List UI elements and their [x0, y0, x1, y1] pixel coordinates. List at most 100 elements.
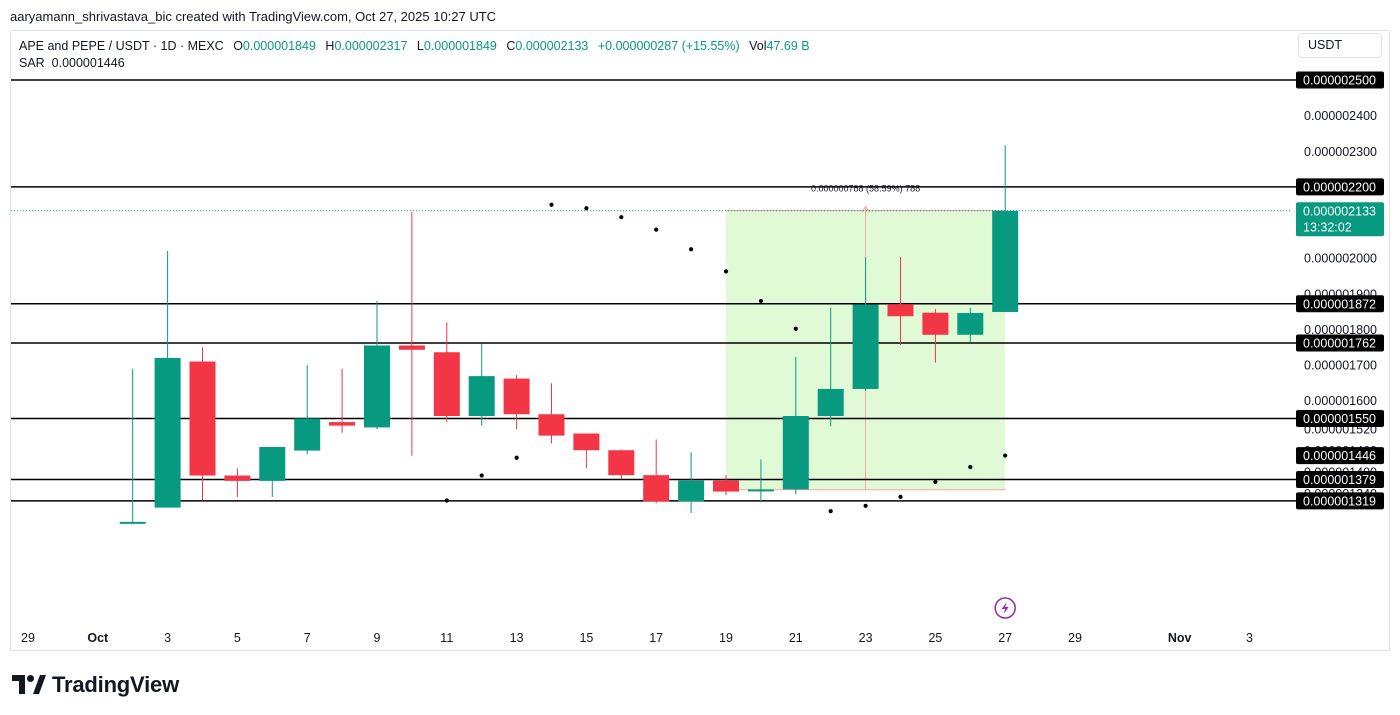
candle-body — [364, 345, 390, 428]
price-tick-label: 0.000001600 — [1304, 394, 1377, 408]
candle[interactable] — [747, 459, 774, 503]
currency-button[interactable]: USDT — [1298, 33, 1382, 58]
open-value: 0.000001849 — [242, 39, 316, 53]
candle-body — [747, 489, 774, 492]
time-tick-label: 25 — [928, 631, 942, 645]
candle[interactable] — [468, 343, 495, 426]
sar-dot — [444, 498, 449, 503]
tradingview-logo-icon — [12, 675, 46, 694]
candle[interactable] — [119, 368, 146, 524]
sar-dot — [619, 215, 624, 220]
level-price-label-bg — [1296, 178, 1384, 196]
lightning-marker-icon[interactable] — [994, 597, 1016, 619]
candle-body — [817, 388, 844, 417]
level-price-label-bg — [1296, 295, 1384, 313]
candle-body — [468, 376, 495, 417]
level-price-label[interactable]: 0.000002500 — [1296, 71, 1384, 89]
low-label: L — [416, 39, 424, 53]
candle-body — [503, 378, 530, 415]
ohlc-row: APE and PEPE / USDT · 1D · MEXC O0.00000… — [19, 38, 810, 55]
level-price-label[interactable]: 0.000001319 — [1296, 492, 1384, 510]
time-tick-label: 19 — [719, 631, 733, 645]
level-price-label-text: 0.000001319 — [1303, 494, 1376, 508]
level-price-label-text: 0.000001872 — [1303, 297, 1376, 311]
candle[interactable] — [922, 309, 949, 363]
sar-value: 0.000001446 — [51, 56, 125, 70]
last-price-label-countdown: 13:32:02 — [1303, 220, 1352, 234]
high-value: 0.000002317 — [334, 39, 408, 53]
candle[interactable] — [224, 468, 251, 497]
time-tick-label: 15 — [579, 631, 593, 645]
level-price-label-bg — [1296, 492, 1384, 510]
candles — [119, 145, 1019, 524]
candle[interactable] — [398, 211, 425, 456]
candle[interactable] — [957, 307, 984, 342]
level-price-label-bg — [1296, 334, 1384, 352]
level-price-label-text: 0.000001379 — [1303, 473, 1376, 487]
candle[interactable] — [608, 449, 635, 480]
level-price-label[interactable]: 0.000002200 — [1296, 178, 1384, 196]
price-tick-label: 0.000002000 — [1304, 252, 1377, 266]
candle[interactable] — [852, 257, 879, 391]
candle[interactable] — [154, 251, 181, 508]
sar-dot — [723, 269, 729, 274]
level-price-label-bg — [1296, 410, 1384, 428]
symbol-title[interactable]: APE and PEPE / USDT · 1D · MEXC — [19, 39, 224, 53]
candle[interactable] — [538, 383, 565, 444]
sar-price-label[interactable]: 0.000001446 — [1296, 447, 1384, 465]
candle[interactable] — [817, 307, 844, 427]
level-price-label[interactable]: 0.000001379 — [1296, 470, 1384, 488]
candle[interactable] — [992, 145, 1019, 312]
candle[interactable] — [364, 300, 390, 430]
last-price-label[interactable]: 0.000002133 13:32:02 — [1296, 202, 1384, 237]
time-tick-label: 3 — [164, 631, 171, 645]
candle[interactable] — [573, 433, 600, 469]
level-price-label[interactable]: 0.000001762 — [1296, 334, 1384, 352]
high-label: H — [325, 39, 335, 53]
candle[interactable] — [329, 368, 356, 433]
tradingview-logo[interactable]: TradingView — [12, 672, 179, 698]
sar-label[interactable]: SAR — [19, 56, 45, 70]
time-tick-label: 7 — [304, 631, 311, 645]
candle-body — [398, 345, 425, 350]
time-tick-label: 21 — [789, 631, 803, 645]
chart-legend: APE and PEPE / USDT · 1D · MEXC O0.00000… — [19, 38, 810, 72]
open-label: O — [233, 39, 243, 53]
time-tick-label: 5 — [234, 631, 241, 645]
candle[interactable] — [887, 257, 914, 346]
candle[interactable] — [294, 365, 321, 455]
candle[interactable] — [433, 322, 460, 423]
sar-dot — [898, 494, 903, 500]
level-price-label-bg — [1296, 470, 1384, 488]
candle-body — [224, 475, 251, 481]
measure-arrow-head — [861, 205, 870, 213]
candle[interactable] — [678, 452, 705, 513]
candle-body — [852, 304, 879, 389]
time-tick-label: 9 — [374, 631, 381, 645]
candle[interactable] — [782, 356, 809, 495]
candle-body — [992, 210, 1019, 312]
sar-dot — [654, 227, 659, 232]
candle-body — [887, 304, 914, 317]
candle[interactable] — [189, 347, 216, 501]
candle[interactable] — [503, 375, 530, 430]
candle[interactable] — [713, 475, 739, 496]
price-tick-label: 0.000002400 — [1304, 109, 1377, 123]
level-price-label[interactable]: 0.000001872 — [1296, 295, 1384, 313]
time-tick-label: 17 — [649, 631, 663, 645]
candle[interactable] — [259, 447, 286, 497]
sar-dot — [933, 479, 938, 485]
low-value: 0.000001849 — [423, 39, 497, 53]
candle-body — [433, 352, 460, 417]
chart-annotations — [994, 597, 1016, 619]
candle[interactable] — [643, 439, 670, 504]
candle-body — [922, 312, 949, 335]
sar-dot — [584, 206, 589, 211]
sar-dot — [968, 464, 973, 470]
time-tick-label: 29 — [21, 631, 35, 645]
candle-body — [189, 361, 216, 476]
price-axis: 0.000002400 0.000002300 0.000002000 0.00000… — [1296, 71, 1384, 510]
level-price-label[interactable]: 0.000001550 — [1296, 410, 1384, 428]
time-axis: 29 Oct 3 5 7 9 11 13 15 17 19 21 23 25 27 29 Nov 3 — [21, 631, 1253, 645]
